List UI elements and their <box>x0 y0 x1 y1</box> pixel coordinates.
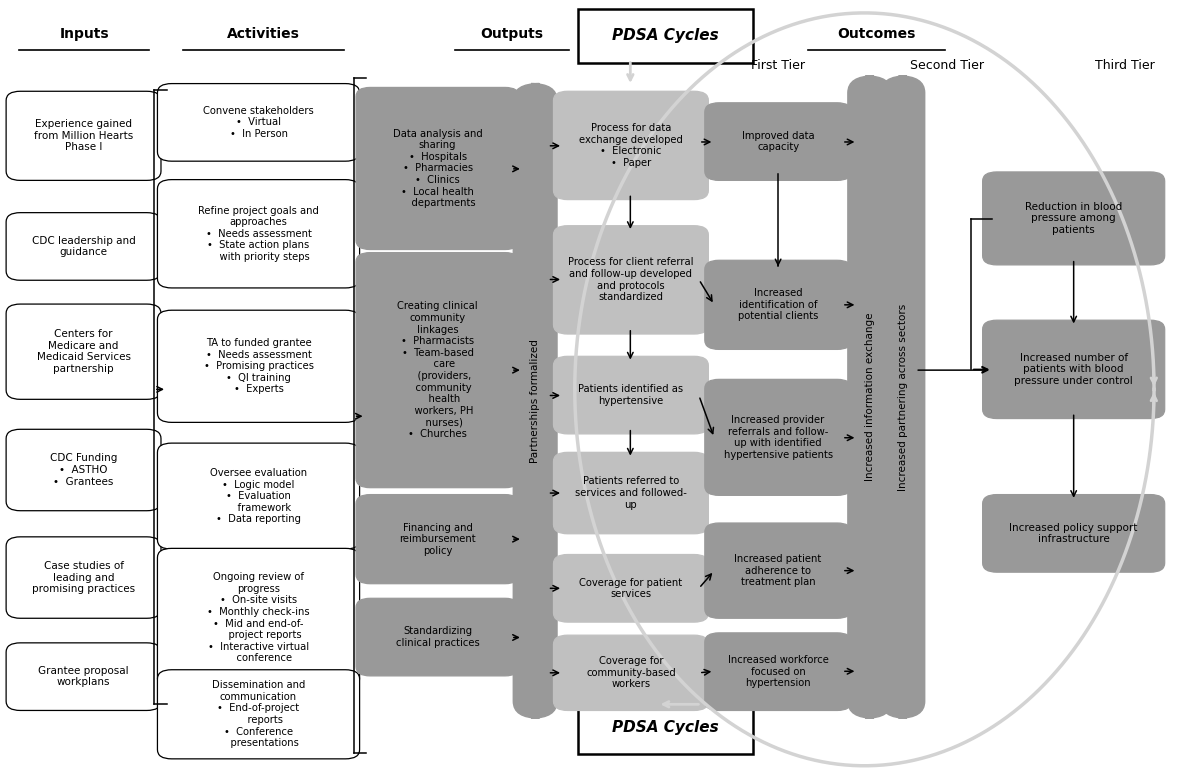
Text: Second Tier: Second Tier <box>910 59 985 72</box>
Text: TA to funded grantee
•  Needs assessment
•  Promising practices
•  QI training
•: TA to funded grantee • Needs assessment … <box>204 338 314 395</box>
Text: First Tier: First Tier <box>751 59 805 72</box>
Text: Process for client referral
and follow-up developed
and protocols
standardized: Process for client referral and follow-u… <box>568 258 693 302</box>
FancyBboxPatch shape <box>356 598 519 676</box>
Text: Increased
identification of
potential clients: Increased identification of potential cl… <box>738 288 819 322</box>
FancyBboxPatch shape <box>705 523 851 618</box>
Text: Increased workforce
focused on
hypertension: Increased workforce focused on hypertens… <box>728 655 828 689</box>
Text: Increased patient
adherence to
treatment plan: Increased patient adherence to treatment… <box>735 554 821 588</box>
FancyBboxPatch shape <box>982 494 1165 572</box>
FancyBboxPatch shape <box>578 9 754 63</box>
FancyBboxPatch shape <box>6 643 161 710</box>
FancyBboxPatch shape <box>847 76 891 718</box>
Text: Outcomes: Outcomes <box>837 28 916 42</box>
Text: Patients referred to
services and followed-
up: Patients referred to services and follow… <box>575 476 687 510</box>
FancyBboxPatch shape <box>6 429 161 510</box>
Text: Activities: Activities <box>228 28 300 42</box>
FancyBboxPatch shape <box>158 83 359 161</box>
FancyBboxPatch shape <box>705 633 851 710</box>
Text: Increased number of
patients with blood
pressure under control: Increased number of patients with blood … <box>1014 353 1133 386</box>
FancyBboxPatch shape <box>553 453 709 534</box>
Text: Experience gained
from Million Hearts
Phase I: Experience gained from Million Hearts Ph… <box>34 120 133 153</box>
FancyBboxPatch shape <box>6 304 161 399</box>
FancyBboxPatch shape <box>6 537 161 618</box>
Text: Dissemination and
communication
•  End-of-project
    reports
•  Conference
    : Dissemination and communication • End-of… <box>212 680 306 749</box>
Text: Increased information exchange: Increased information exchange <box>865 313 875 481</box>
Text: Increased policy support
infrastructure: Increased policy support infrastructure <box>1010 523 1138 544</box>
Text: Oversee evaluation
•  Logic model
•  Evaluation
    framework
•  Data reporting: Oversee evaluation • Logic model • Evalu… <box>210 468 307 524</box>
FancyBboxPatch shape <box>513 83 557 718</box>
FancyBboxPatch shape <box>553 91 709 200</box>
FancyBboxPatch shape <box>705 379 851 495</box>
Text: Refine project goals and
approaches
•  Needs assessment
•  State action plans
  : Refine project goals and approaches • Ne… <box>198 206 319 262</box>
FancyBboxPatch shape <box>553 226 709 334</box>
Text: Process for data
exchange developed
•  Electronic
•  Paper: Process for data exchange developed • El… <box>579 123 683 168</box>
Text: Increased partnering across sectors: Increased partnering across sectors <box>898 304 908 490</box>
FancyBboxPatch shape <box>356 253 519 488</box>
FancyBboxPatch shape <box>982 320 1165 419</box>
Text: Partnerships formalized: Partnerships formalized <box>530 339 540 463</box>
FancyBboxPatch shape <box>880 76 924 718</box>
FancyBboxPatch shape <box>6 213 161 280</box>
Text: Convene stakeholders
•  Virtual
•  In Person: Convene stakeholders • Virtual • In Pers… <box>203 106 314 139</box>
Text: Outputs: Outputs <box>481 28 544 42</box>
Text: Creating clinical
community
linkages
•  Pharmacists
•  Team-based
    care
    (: Creating clinical community linkages • P… <box>397 301 478 439</box>
Text: CDC leadership and
guidance: CDC leadership and guidance <box>32 236 135 258</box>
Text: Reduction in blood
pressure among
patients: Reduction in blood pressure among patien… <box>1025 202 1122 235</box>
Text: Coverage for
community-based
workers: Coverage for community-based workers <box>587 656 675 689</box>
Text: Financing and
reimbursement
policy: Financing and reimbursement policy <box>399 523 476 556</box>
Text: Standardizing
clinical practices: Standardizing clinical practices <box>396 626 480 648</box>
Text: PDSA Cycles: PDSA Cycles <box>613 29 719 43</box>
FancyBboxPatch shape <box>158 548 359 688</box>
FancyBboxPatch shape <box>705 103 851 180</box>
FancyBboxPatch shape <box>356 494 519 584</box>
FancyBboxPatch shape <box>553 554 709 622</box>
FancyBboxPatch shape <box>553 635 709 710</box>
Text: Patients identified as
hypertensive: Patients identified as hypertensive <box>578 384 684 406</box>
Text: Ongoing review of
progress
•  On-site visits
•  Monthly check-ins
•  Mid and end: Ongoing review of progress • On-site vis… <box>207 572 309 664</box>
Text: Increased provider
referrals and follow-
up with identified
hypertensive patient: Increased provider referrals and follow-… <box>724 415 833 460</box>
FancyBboxPatch shape <box>356 87 519 250</box>
Text: Centers for
Medicare and
Medicaid Services
partnership: Centers for Medicare and Medicaid Servic… <box>37 329 130 374</box>
Text: CDC Funding
•  ASTHO
•  Grantees: CDC Funding • ASTHO • Grantees <box>50 453 117 487</box>
Text: PDSA Cycles: PDSA Cycles <box>613 720 719 735</box>
Text: Inputs: Inputs <box>59 28 109 42</box>
FancyBboxPatch shape <box>158 180 359 288</box>
FancyBboxPatch shape <box>6 91 161 180</box>
Text: Data analysis and
sharing
•  Hospitals
•  Pharmacies
•  Clinics
•  Local health
: Data analysis and sharing • Hospitals • … <box>392 129 482 208</box>
Text: Improved data
capacity: Improved data capacity <box>742 131 814 153</box>
Text: Case studies of
leading and
promising practices: Case studies of leading and promising pr… <box>32 561 135 594</box>
FancyBboxPatch shape <box>553 356 709 434</box>
FancyBboxPatch shape <box>578 701 754 754</box>
FancyBboxPatch shape <box>705 261 851 349</box>
FancyBboxPatch shape <box>158 310 359 423</box>
Text: Third Tier: Third Tier <box>1095 59 1154 72</box>
FancyBboxPatch shape <box>158 670 359 759</box>
Text: Coverage for patient
services: Coverage for patient services <box>579 577 683 599</box>
FancyBboxPatch shape <box>158 443 359 549</box>
FancyBboxPatch shape <box>982 172 1165 265</box>
Text: Grantee proposal
workplans: Grantee proposal workplans <box>38 666 129 688</box>
